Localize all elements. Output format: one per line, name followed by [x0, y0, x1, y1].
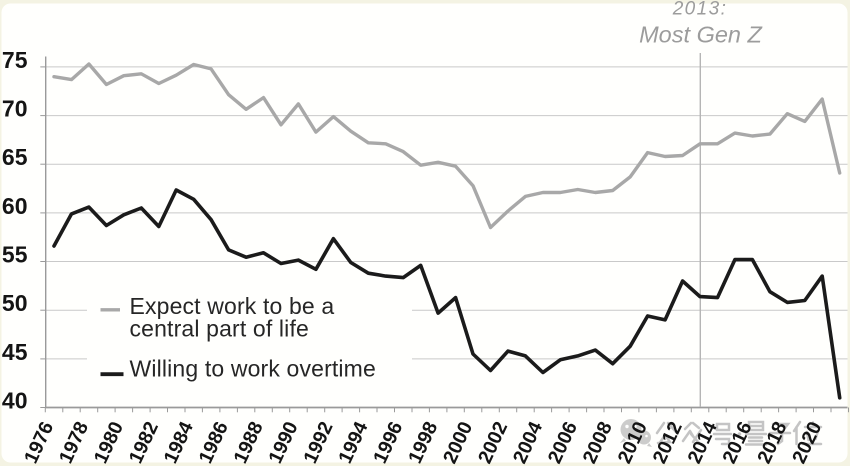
svg-text:central part of life: central part of life — [130, 316, 309, 342]
svg-text:Most Gen Z: Most Gen Z — [639, 22, 763, 48]
svg-text:Expect work to be a: Expect work to be a — [130, 293, 335, 319]
svg-text:45: 45 — [2, 339, 28, 365]
svg-text:40: 40 — [2, 388, 28, 414]
svg-text:2013:: 2013: — [672, 0, 728, 20]
svg-text:60: 60 — [2, 193, 28, 219]
svg-text:Willing to work overtime: Willing to work overtime — [130, 356, 376, 382]
svg-text:50: 50 — [2, 290, 28, 316]
svg-text:65: 65 — [2, 144, 28, 170]
svg-text:55: 55 — [2, 242, 28, 268]
svg-text:70: 70 — [2, 96, 28, 122]
svg-text:75: 75 — [2, 47, 28, 73]
